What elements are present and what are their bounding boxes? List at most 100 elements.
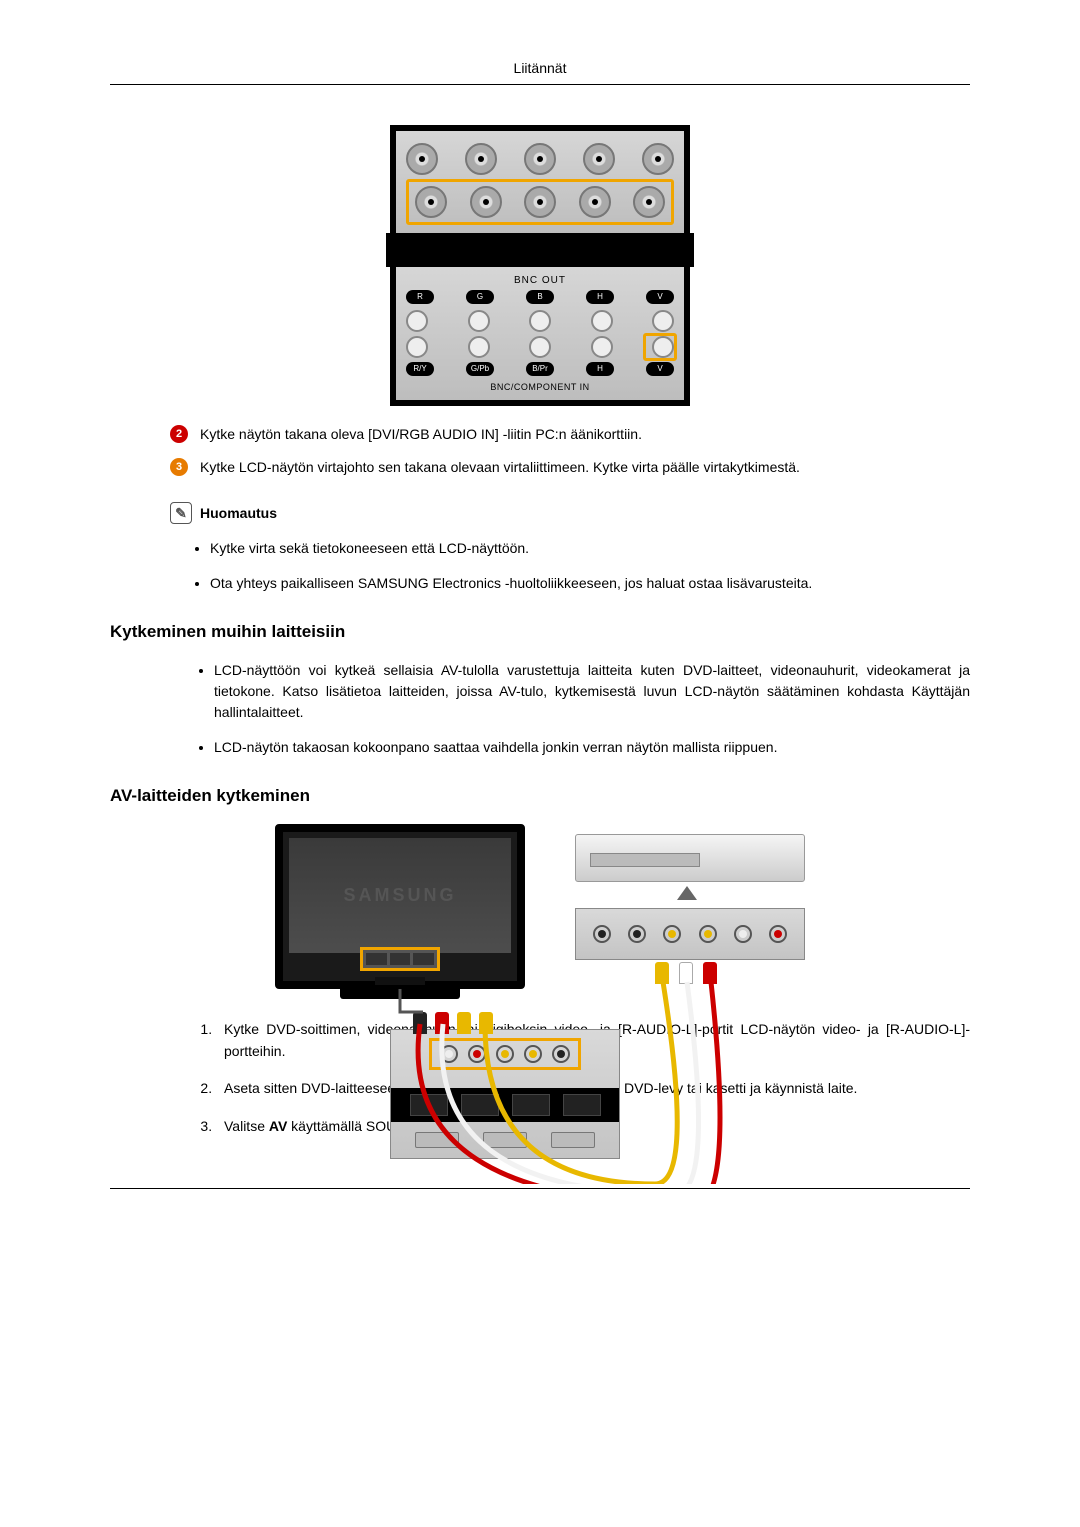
av-step3-pre: Valitse bbox=[224, 1118, 269, 1134]
numbered-item-2-text: Kytke näytön takana oleva [DVI/RGB AUDIO… bbox=[200, 424, 970, 445]
rca-plug-red bbox=[703, 962, 717, 984]
bnc-port bbox=[465, 143, 497, 175]
rca-port-audio-r bbox=[468, 1045, 486, 1063]
bnc-in-label: BNC/COMPONENT IN bbox=[406, 382, 674, 392]
av-breakout-mid bbox=[391, 1088, 619, 1122]
av-plugs-player bbox=[655, 962, 717, 984]
section1-bullet: LCD-näytön takaosan kokoonpano saattaa v… bbox=[214, 737, 970, 758]
av-player-tray bbox=[590, 853, 700, 867]
breakout-port bbox=[415, 1132, 459, 1148]
bnc-small-port bbox=[652, 336, 674, 358]
av-breakout-panel bbox=[390, 1029, 620, 1159]
bnc-btn: H bbox=[586, 362, 614, 376]
section-av-heading: AV-laitteiden kytkeminen bbox=[110, 786, 970, 806]
bnc-small-port bbox=[652, 310, 674, 332]
bnc-diagram: BNC OUT R G B H V bbox=[390, 125, 690, 406]
numbered-item-2: 2 Kytke näytön takana oleva [DVI/RGB AUD… bbox=[110, 424, 970, 445]
bnc-small-port bbox=[468, 310, 490, 332]
breakout-port bbox=[483, 1132, 527, 1148]
rca-port-video bbox=[496, 1045, 514, 1063]
bnc-small-row bbox=[406, 310, 674, 332]
bnc-port bbox=[415, 186, 447, 218]
av-diagram: SAMSUNG bbox=[275, 824, 805, 989]
bnc-row-highlighted bbox=[406, 179, 674, 225]
av-monitor-screen: SAMSUNG bbox=[289, 838, 511, 953]
arrow-up-icon bbox=[677, 886, 697, 900]
av-monitor: SAMSUNG bbox=[275, 824, 525, 989]
breakout-box bbox=[461, 1094, 499, 1116]
bnc-btn: V bbox=[646, 362, 674, 376]
bnc-port bbox=[642, 143, 674, 175]
bnc-small-port bbox=[529, 336, 551, 358]
bnc-port bbox=[524, 186, 556, 218]
bnc-btn: H bbox=[586, 290, 614, 304]
page-header-title: Liitännät bbox=[110, 60, 970, 76]
monitor-port-slot bbox=[390, 953, 411, 965]
bnc-btn: G/Pb bbox=[466, 362, 494, 376]
av-breakout-bottom bbox=[391, 1126, 619, 1154]
bnc-btn: G bbox=[466, 290, 494, 304]
bnc-port bbox=[579, 186, 611, 218]
note-block: ✎ Huomautus bbox=[170, 502, 970, 524]
bnc-small-port bbox=[406, 336, 428, 358]
numbered-item-3-text: Kytke LCD-näytön virtajohto sen takana o… bbox=[200, 457, 970, 478]
bnc-btn: R bbox=[406, 290, 434, 304]
bnc-port bbox=[470, 186, 502, 218]
rca-port-audio-l bbox=[734, 925, 752, 943]
av-player-ports bbox=[575, 908, 805, 960]
bnc-small-port bbox=[529, 310, 551, 332]
bnc-btn: V bbox=[646, 290, 674, 304]
badge-3-icon: 3 bbox=[170, 458, 188, 476]
page: Liitännät BNC OUT bbox=[0, 0, 1080, 1249]
bnc-panel-bottom: BNC OUT R G B H V bbox=[396, 267, 684, 400]
rca-port-video bbox=[663, 925, 681, 943]
bnc-btn: B bbox=[526, 290, 554, 304]
footer-rule bbox=[110, 1188, 970, 1189]
rca-port-video bbox=[699, 925, 717, 943]
note-heading-text: Huomautus bbox=[200, 505, 277, 521]
rca-port-video bbox=[524, 1045, 542, 1063]
av-player bbox=[575, 834, 805, 882]
bnc-port bbox=[583, 143, 615, 175]
bnc-port bbox=[633, 186, 665, 218]
section1-bullet: LCD-näyttöön voi kytkeä sellaisia AV-tul… bbox=[214, 660, 970, 723]
bnc-btn: B/Pr bbox=[526, 362, 554, 376]
bnc-btn-row-bottom: R/Y G/Pb B/Pr H V bbox=[406, 362, 674, 376]
av-step3-bold: AV bbox=[269, 1118, 287, 1134]
rca-port bbox=[593, 925, 611, 943]
note-bullet: Kytke virta sekä tietokoneeseen että LCD… bbox=[210, 538, 970, 559]
bnc-row-top bbox=[406, 143, 674, 175]
rca-port bbox=[628, 925, 646, 943]
rca-port-audio-r bbox=[769, 925, 787, 943]
breakout-box bbox=[410, 1094, 448, 1116]
rca-port-audio-l bbox=[440, 1045, 458, 1063]
bnc-btn: R/Y bbox=[406, 362, 434, 376]
note-icon: ✎ bbox=[170, 502, 192, 524]
note-bullets: Kytke virta sekä tietokoneeseen että LCD… bbox=[150, 538, 970, 594]
bnc-small-row-highlighted bbox=[406, 336, 674, 358]
bnc-small-port bbox=[468, 336, 490, 358]
bnc-panel-top bbox=[396, 131, 684, 233]
bnc-btn-row-top: R G B H V bbox=[406, 290, 674, 304]
monitor-port-slot bbox=[366, 953, 387, 965]
av-monitor-ports-highlight bbox=[360, 947, 440, 971]
av-monitor-base bbox=[340, 983, 460, 999]
section-connecting-other-heading: Kytkeminen muihin laitteisiin bbox=[110, 622, 970, 642]
header-rule bbox=[110, 84, 970, 85]
note-bullet: Ota yhteys paikalliseen SAMSUNG Electron… bbox=[210, 573, 970, 594]
rca-port bbox=[552, 1045, 570, 1063]
rca-plug-white bbox=[679, 962, 693, 984]
av-breakout-highlight bbox=[429, 1038, 581, 1070]
breakout-box bbox=[512, 1094, 550, 1116]
breakout-box bbox=[563, 1094, 601, 1116]
monitor-port-slot bbox=[413, 953, 434, 965]
badge-2-icon: 2 bbox=[170, 425, 188, 443]
rca-plug-yellow bbox=[655, 962, 669, 984]
section1-bullets: LCD-näyttöön voi kytkeä sellaisia AV-tul… bbox=[190, 660, 970, 758]
bnc-port bbox=[406, 143, 438, 175]
bnc-separator bbox=[386, 233, 694, 267]
bnc-port bbox=[524, 143, 556, 175]
breakout-port bbox=[551, 1132, 595, 1148]
bnc-small-port bbox=[406, 310, 428, 332]
bnc-out-label: BNC OUT bbox=[406, 275, 674, 286]
